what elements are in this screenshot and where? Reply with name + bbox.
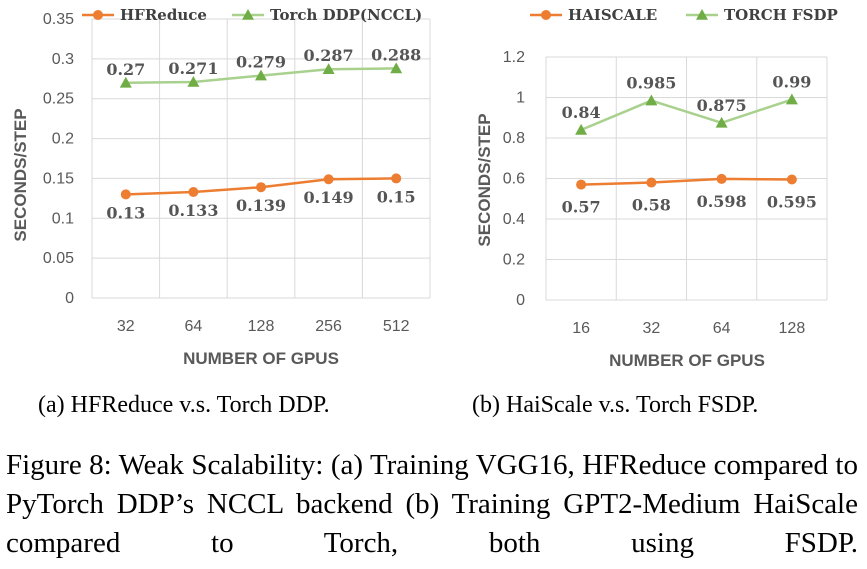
y-tick-label: 1: [516, 90, 525, 107]
y-axis-title: SECONDS/STEP: [475, 113, 494, 246]
legend-label: HFReduce: [120, 6, 207, 24]
chart-b: 0 0.2 0.4 0.6 0.8 1 1.2 16 32 64 128 NUMBER OF GPUS…: [475, 6, 838, 370]
y-axis-title: SECONDS/STEP: [11, 108, 30, 241]
legend-label: HAISCALE: [568, 6, 657, 24]
x-tick-label: 128: [248, 318, 275, 335]
data-label: 0.279: [236, 53, 286, 72]
legend-label: TORCH FSDP: [724, 6, 838, 24]
y-tick-label: 0.3: [52, 51, 74, 68]
data-point: [575, 123, 588, 135]
data-label: 0.271: [168, 59, 218, 78]
gridlines: [545, 56, 828, 301]
y-tick-label: 0.05: [43, 250, 74, 267]
x-axis-title: NUMBER OF GPUS: [183, 349, 339, 368]
x-tick-label: 32: [642, 320, 660, 337]
x-tick-label: 512: [383, 318, 410, 335]
y-tick-label: 0: [65, 290, 74, 307]
chart-a: 0 0.05 0.1 0.15 0.2 0.25 0.3 0.35 32 64 128 256 512 N…: [11, 6, 431, 368]
x-tick-label: 64: [713, 320, 731, 337]
data-label: 0.13: [106, 203, 145, 222]
y-tick-label: 0.4: [503, 211, 525, 228]
series-line: [580, 98, 793, 132]
data-point: [646, 177, 657, 188]
y-tick-label: 0.35: [43, 11, 74, 28]
y-tick-label: 0.25: [43, 91, 74, 108]
data-point: [187, 75, 200, 87]
x-tick-label: 32: [117, 318, 135, 335]
legend-marker: [696, 9, 708, 20]
y-tick-label: 0: [516, 292, 525, 309]
series-line: [581, 177, 792, 186]
subcaption-a: (a) HFReduce v.s. Torch DDP.: [38, 392, 330, 418]
x-axis-title: NUMBER OF GPUS: [609, 351, 765, 370]
y-tick-label: 0.6: [503, 171, 525, 188]
y-tick-label: 0.1: [52, 210, 74, 227]
y-tick-label: 0.2: [52, 131, 74, 148]
data-point: [322, 63, 335, 75]
data-label: 0.149: [304, 188, 354, 207]
data-point: [576, 179, 587, 190]
y-tick-label: 0.2: [503, 252, 525, 269]
data-point: [119, 76, 132, 88]
legend-marker: [242, 9, 254, 20]
subcaption-b: (b) HaiScale v.s. Torch FSDP.: [472, 392, 759, 418]
data-point: [786, 174, 797, 185]
y-tick-label: 0.8: [503, 130, 525, 147]
data-point: [716, 173, 727, 184]
legend-label: Torch DDP(NCCL): [270, 6, 422, 24]
data-label: 0.133: [168, 201, 218, 220]
data-point: [256, 182, 266, 193]
x-tick-label: 64: [185, 318, 203, 335]
data-label: 0.985: [626, 74, 676, 93]
data-point: [390, 62, 403, 74]
data-label: 0.57: [562, 198, 601, 217]
y-tick-label: 1.2: [503, 49, 525, 66]
data-label: 0.99: [772, 73, 811, 92]
legend-marker: [93, 10, 103, 20]
data-label: 0.58: [632, 196, 671, 215]
data-point: [645, 94, 658, 106]
data-point: [391, 173, 402, 184]
data-point: [120, 189, 131, 200]
data-label: 0.84: [562, 103, 601, 122]
x-tick-label: 128: [779, 320, 806, 337]
x-tick-label: 256: [315, 318, 342, 335]
data-point: [188, 186, 199, 197]
data-label: 0.139: [236, 196, 286, 215]
data-point: [255, 69, 267, 81]
y-tick-label: 0.15: [43, 170, 74, 187]
data-label: 0.15: [377, 187, 416, 206]
figure-caption: Figure 8: Weak Scalability: (a) Training…: [6, 449, 858, 559]
data-label: 0.287: [304, 46, 354, 65]
data-label: 0.27: [106, 60, 145, 79]
x-tick-label: 16: [572, 320, 590, 337]
data-label: 0.595: [767, 193, 817, 212]
data-point: [323, 174, 334, 185]
data-label: 0.288: [371, 45, 421, 64]
gridlines: [91, 18, 431, 299]
data-label: 0.598: [697, 192, 747, 211]
data-label: 0.875: [697, 96, 747, 115]
data-point: [715, 116, 728, 128]
data-point: [785, 93, 798, 105]
legend-marker: [541, 10, 551, 20]
